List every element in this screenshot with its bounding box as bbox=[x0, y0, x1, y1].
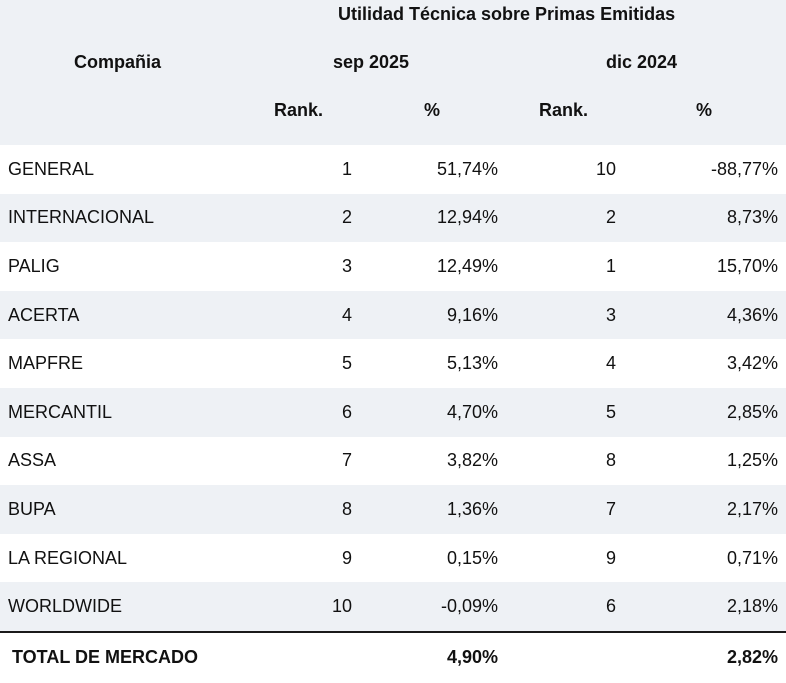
rank1-cell: 6 bbox=[341, 401, 352, 422]
rank1-cell: 3 bbox=[341, 255, 352, 276]
rank2-cell: 5 bbox=[605, 401, 616, 422]
rank2-cell: 8 bbox=[605, 450, 616, 471]
pct1-cell: 5,13% bbox=[446, 353, 498, 374]
table-header: Utilidad Técnica sobre Primas Emitidas C… bbox=[0, 0, 786, 145]
table-row: MERCANTIL 6 4,70% 5 2,85% bbox=[0, 387, 786, 437]
group-title: Utilidad Técnica sobre Primas Emitidas bbox=[338, 4, 676, 24]
total-row: TOTAL DE MERCADO 4,90% 2,82% bbox=[0, 630, 786, 683]
pct2-cell: 2,17% bbox=[726, 498, 778, 519]
table-row: GENERAL 1 51,74% 10 -88,77% bbox=[0, 145, 786, 194]
table-row: MAPFRE 5 5,13% 4 3,42% bbox=[0, 339, 786, 388]
pct1-cell: 4,70% bbox=[446, 401, 498, 422]
pct1-cell: -0,09% bbox=[440, 596, 498, 617]
table-row: LA REGIONAL 9 0,15% 9 0,71% bbox=[0, 533, 786, 583]
rank2-cell: 9 bbox=[605, 547, 616, 568]
company-cell: WORLDWIDE bbox=[8, 596, 122, 617]
table-row: ACERTA 4 9,16% 3 4,36% bbox=[0, 290, 786, 340]
company-cell: MAPFRE bbox=[8, 353, 84, 374]
period1-header: sep 2025 bbox=[333, 52, 410, 72]
company-cell: BUPA bbox=[8, 498, 56, 519]
pct2-cell: -88,77% bbox=[710, 158, 778, 179]
rank1-cell: 7 bbox=[341, 450, 352, 471]
pct1-cell: 1,36% bbox=[446, 498, 498, 519]
company-cell: MERCANTIL bbox=[8, 401, 113, 422]
table-row: PALIG 3 12,49% 1 15,70% bbox=[0, 242, 786, 291]
rank1-cell: 8 bbox=[341, 498, 352, 519]
company-cell: GENERAL bbox=[8, 158, 95, 179]
company-cell: PALIG bbox=[8, 255, 60, 276]
pct1-cell: 12,94% bbox=[436, 207, 498, 228]
rank1-cell: 4 bbox=[341, 304, 352, 325]
rank2-header: Rank. bbox=[539, 100, 589, 120]
rank1-cell: 1 bbox=[341, 158, 352, 179]
rank2-cell: 6 bbox=[605, 596, 616, 617]
rank2-cell: 1 bbox=[605, 255, 616, 276]
company-cell: LA REGIONAL bbox=[8, 547, 128, 568]
rank2-cell: 3 bbox=[605, 304, 616, 325]
pct2-cell: 2,85% bbox=[726, 401, 778, 422]
pct1-header: % bbox=[424, 100, 441, 120]
company-cell: INTERNACIONAL bbox=[8, 207, 155, 228]
company-cell: ASSA bbox=[8, 450, 57, 471]
pct2-cell: 0,71% bbox=[726, 547, 778, 568]
rank1-cell: 5 bbox=[341, 353, 352, 374]
rank2-cell: 4 bbox=[605, 353, 616, 374]
table-row: ASSA 7 3,82% 8 1,25% bbox=[0, 436, 786, 486]
pct1-cell: 9,16% bbox=[446, 304, 498, 325]
rank1-cell: 2 bbox=[341, 207, 352, 228]
total-label: TOTAL DE MERCADO bbox=[12, 647, 199, 668]
rank1-cell: 9 bbox=[341, 547, 352, 568]
rank1-header: Rank. bbox=[274, 100, 324, 120]
pct1-cell: 51,74% bbox=[436, 158, 498, 179]
pct2-header: % bbox=[696, 100, 713, 120]
rank1-cell: 10 bbox=[331, 596, 352, 617]
total-pct1-cell: 4,90% bbox=[446, 647, 498, 668]
period2-header: dic 2024 bbox=[606, 52, 678, 72]
pct2-cell: 1,25% bbox=[726, 450, 778, 471]
rank2-cell: 10 bbox=[595, 158, 616, 179]
company-column-header: Compañia bbox=[74, 52, 162, 72]
total-pct2-cell: 2,82% bbox=[726, 647, 778, 668]
pct2-cell: 8,73% bbox=[726, 207, 778, 228]
table-row: BUPA 8 1,36% 7 2,17% bbox=[0, 485, 786, 534]
pct2-cell: 15,70% bbox=[716, 255, 778, 276]
company-cell: ACERTA bbox=[8, 304, 80, 325]
rank2-cell: 7 bbox=[605, 498, 616, 519]
table-row: WORLDWIDE 10 -0,09% 6 2,18% bbox=[0, 582, 786, 631]
table-row: INTERNACIONAL 2 12,94% 2 8,73% bbox=[0, 193, 786, 243]
pct2-cell: 2,18% bbox=[726, 596, 778, 617]
pct2-cell: 4,36% bbox=[726, 304, 778, 325]
rank2-cell: 2 bbox=[605, 207, 616, 228]
pct2-cell: 3,42% bbox=[726, 353, 778, 374]
pct1-cell: 12,49% bbox=[436, 255, 498, 276]
pct1-cell: 0,15% bbox=[446, 547, 498, 568]
pct1-cell: 3,82% bbox=[446, 450, 498, 471]
